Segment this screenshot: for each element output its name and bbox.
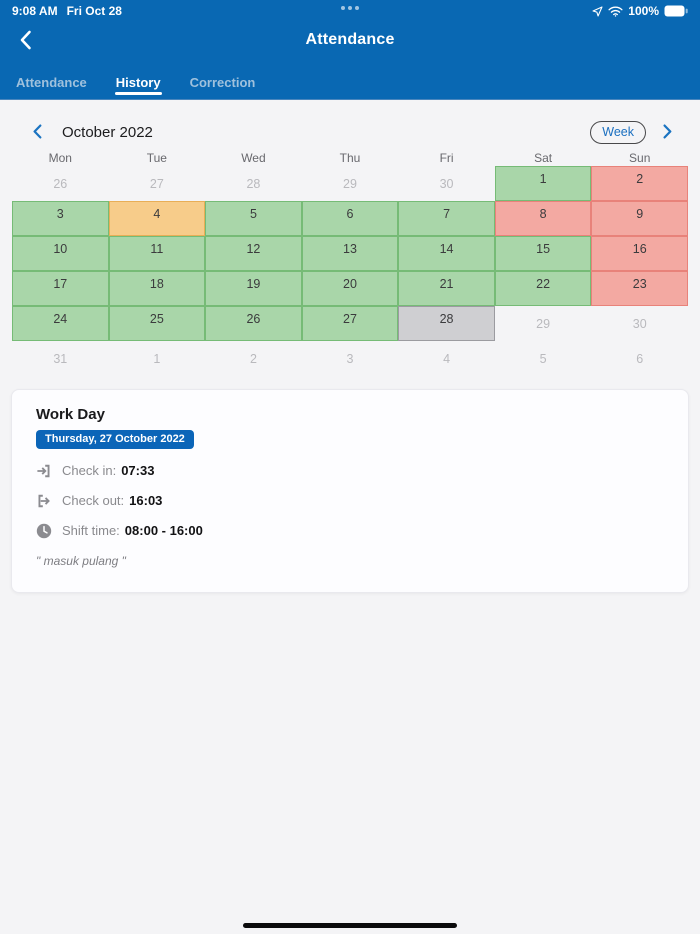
calendar-day-cell[interactable]: 1	[494, 166, 592, 201]
shift-time-label: Shift time:	[62, 523, 120, 538]
calendar-day-cell[interactable]: 26	[53, 176, 68, 191]
status-icons: 100%	[592, 4, 688, 18]
check-out-row: Check out: 16:03	[36, 492, 664, 509]
work-day-card: Work Day Thursday, 27 October 2022 Check…	[11, 389, 689, 593]
calendar-day-cell[interactable]: 29	[536, 316, 551, 331]
calendar-grid: 26 27 28 29 30 1 2 3 4 5 6 7 8 9 10 11 12 13 14 15 16 17 18 19 2…	[12, 166, 688, 376]
calendar-day-cell[interactable]: 16	[591, 236, 688, 271]
check-out-value: 16:03	[129, 493, 163, 508]
calendar-day-cell[interactable]: 9	[591, 201, 688, 236]
calendar-day-cell[interactable]: 4	[108, 201, 206, 236]
wifi-icon	[608, 6, 623, 17]
home-indicator[interactable]	[243, 923, 457, 928]
calendar-day-cell[interactable]: 12	[205, 236, 302, 271]
check-out-icon	[36, 492, 53, 509]
status-bar: 9:08 AM Fri Oct 28 100%	[0, 0, 700, 22]
calendar-day-cell[interactable]: 3	[12, 201, 109, 236]
weekday-label: Fri	[439, 151, 454, 165]
weekday-label: Wed	[241, 151, 266, 165]
calendar-header: October 2022 Week	[0, 119, 700, 146]
calendar-day-cell[interactable]: 26	[205, 306, 302, 341]
weekday-label: Thu	[339, 151, 361, 165]
calendar-day-cell[interactable]: 1	[153, 351, 161, 366]
calendar-day-cell[interactable]: 22	[494, 271, 592, 306]
calendar-day-cell[interactable]: 19	[205, 271, 302, 306]
status-time: 9:08 AM	[12, 4, 58, 18]
battery-icon	[664, 5, 688, 17]
calendar-day-cell[interactable]: 31	[53, 351, 68, 366]
tab-bar: Attendance History Correction	[0, 58, 700, 99]
check-in-icon	[36, 462, 53, 479]
tab-correction[interactable]: Correction	[189, 69, 257, 99]
calendar-day-cell[interactable]: 28	[246, 176, 261, 191]
calendar-day-cell[interactable]: 6	[301, 201, 399, 236]
calendar-day-cell[interactable]: 20	[301, 271, 399, 306]
calendar-day-cell[interactable]: 25	[108, 306, 206, 341]
chevron-left-icon	[33, 124, 42, 142]
calendar-day-cell[interactable]: 6	[636, 351, 644, 366]
calendar-day-cell[interactable]: 4	[443, 351, 451, 366]
card-title: Work Day	[36, 406, 105, 423]
next-month-button[interactable]	[658, 122, 676, 144]
calendar-day-cell[interactable]: 5	[539, 351, 547, 366]
calendar-day-cell[interactable]: 24	[12, 306, 109, 341]
weekday-label: Mon	[48, 151, 72, 165]
back-button[interactable]	[10, 26, 40, 56]
weekday-label: Sun	[629, 151, 651, 165]
clock-icon	[36, 522, 53, 539]
check-in-label: Check in:	[62, 463, 117, 478]
week-view-toggle[interactable]: Week	[590, 121, 646, 144]
calendar-day-cell[interactable]: 11	[108, 236, 206, 271]
shift-time-value: 08:00 - 16:00	[124, 523, 203, 538]
check-in-value: 07:33	[121, 463, 155, 478]
calendar-day-cell[interactable]: 13	[301, 236, 399, 271]
date-badge: Thursday, 27 October 2022	[36, 430, 194, 449]
calendar-day-cell[interactable]: 10	[12, 236, 109, 271]
calendar-day-cell[interactable]: 18	[108, 271, 206, 306]
calendar-day-cell[interactable]: 5	[205, 201, 302, 236]
calendar-day-cell[interactable]: 28	[398, 306, 495, 341]
calendar-day-cell[interactable]: 30	[632, 316, 647, 331]
attendance-note: " masuk pulang "	[36, 554, 126, 568]
status-time-date: 9:08 AM Fri Oct 28	[12, 4, 122, 18]
chevron-left-icon	[19, 30, 32, 53]
weekday-label: Sat	[534, 151, 553, 165]
nav-bar: Attendance	[0, 22, 700, 58]
calendar-day-cell[interactable]: 30	[439, 176, 454, 191]
calendar-day-cell[interactable]: 29	[343, 176, 357, 191]
tab-history[interactable]: History	[114, 69, 162, 99]
calendar-day-cell[interactable]: 21	[398, 271, 495, 306]
chevron-right-icon	[663, 124, 672, 142]
calendar-day-cell[interactable]: 2	[591, 166, 688, 201]
check-out-label: Check out:	[62, 493, 125, 508]
weekday-headers: Mon Tue Wed Thu Fri Sat Sun	[12, 151, 688, 165]
battery-percent: 100%	[628, 4, 659, 18]
calendar-day-cell[interactable]: 8	[494, 201, 592, 236]
calendar-day-cell[interactable]: 23	[591, 271, 688, 306]
calendar-day-cell[interactable]: 15	[494, 236, 592, 271]
prev-month-button[interactable]	[28, 122, 46, 144]
check-in-row: Check in: 07:33	[36, 462, 664, 479]
calendar-day-cell[interactable]: 2	[249, 351, 257, 366]
app-header: 9:08 AM Fri Oct 28 100%	[0, 0, 700, 100]
calendar-day-cell[interactable]: 3	[346, 351, 354, 366]
location-icon	[592, 5, 603, 17]
calendar-day-cell[interactable]: 7	[398, 201, 495, 236]
calendar-day-cell[interactable]: 17	[12, 271, 109, 306]
calendar-day-cell[interactable]: 14	[398, 236, 495, 271]
shift-time-row: Shift time: 08:00 - 16:00	[36, 522, 664, 539]
tab-attendance[interactable]: Attendance	[15, 69, 88, 99]
calendar-day-cell[interactable]: 27	[301, 306, 399, 341]
weekday-label: Tue	[146, 151, 167, 165]
page-title: Attendance	[305, 31, 395, 48]
month-label: October 2022	[62, 124, 153, 141]
status-date: Fri Oct 28	[66, 4, 122, 18]
multitasking-dots-icon	[341, 6, 359, 10]
calendar-day-cell[interactable]: 27	[149, 176, 164, 191]
